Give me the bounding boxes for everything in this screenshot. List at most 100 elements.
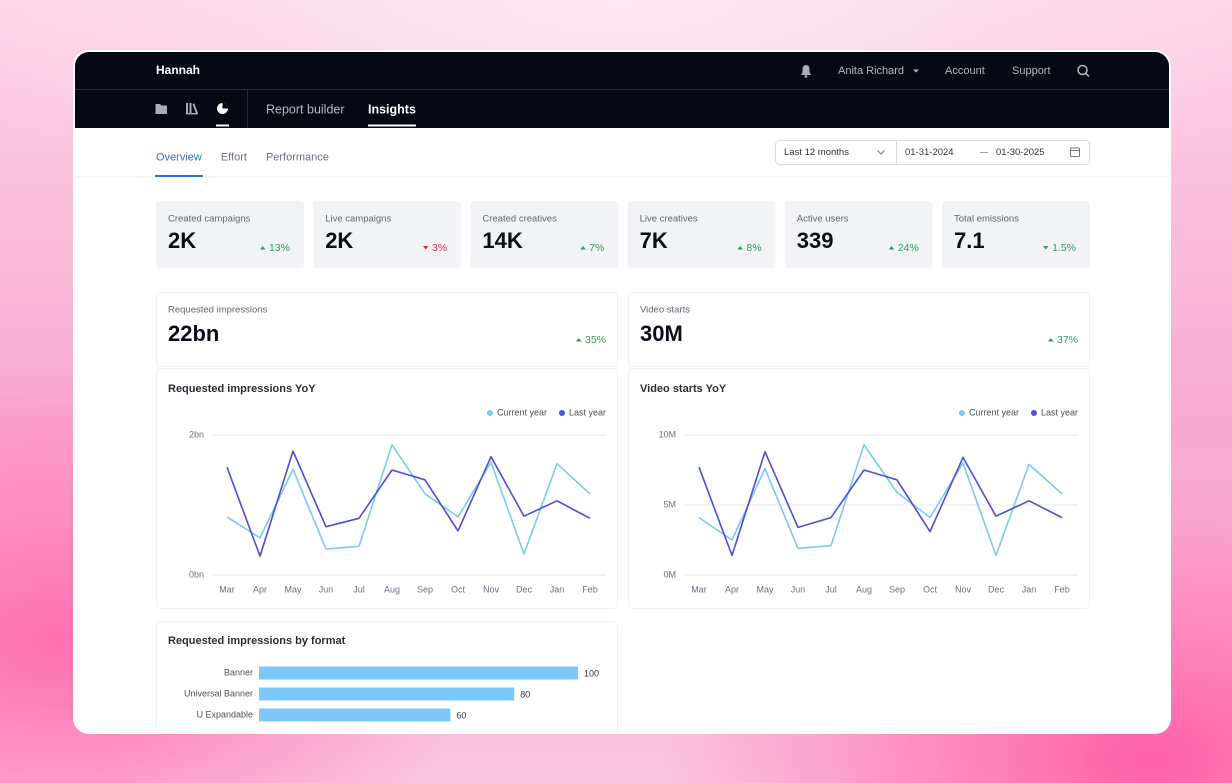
legend-label: Current year — [969, 407, 1019, 417]
change: 37% — [1057, 334, 1078, 346]
search-icon[interactable] — [1077, 64, 1090, 78]
user-caret — [913, 69, 919, 73]
x-tick-label: Aug — [856, 584, 872, 594]
kpi-label: Live creatives — [640, 214, 698, 225]
insights-icon[interactable] — [217, 103, 228, 114]
bar — [259, 708, 451, 722]
x-tick-label: Apr — [725, 584, 739, 594]
kpi-label: Active users — [797, 214, 849, 225]
kpi-card — [942, 201, 1090, 268]
kpi-value: 7K — [640, 228, 668, 253]
change: 13% — [269, 242, 290, 254]
tab[interactable]: Overview — [156, 151, 202, 163]
kpi-label: Created campaigns — [168, 214, 251, 225]
line-series — [698, 444, 1063, 557]
x-tick-label: Sep — [889, 584, 905, 594]
user-menu[interactable]: Anita Richard — [838, 65, 904, 77]
change: 35% — [585, 334, 606, 346]
highlight-value: 30M — [640, 321, 683, 346]
bar-label: Banner — [224, 667, 253, 677]
trend-arrow — [888, 246, 895, 250]
x-tick-label: Apr — [253, 584, 267, 594]
kpi-value: 339 — [797, 228, 834, 253]
end-date[interactable]: 01-30-2025 — [996, 147, 1045, 158]
folder-icon[interactable] — [155, 104, 168, 114]
trend-arrow — [575, 338, 582, 342]
brand[interactable]: Hannah — [156, 63, 200, 77]
y-tick-label: 2bn — [189, 429, 204, 439]
legend-label: Current year — [497, 407, 547, 417]
highlight-label: Video starts — [640, 305, 690, 316]
legend-swatch — [1030, 410, 1037, 416]
x-tick-label: Feb — [582, 584, 598, 594]
subnav-item[interactable]: Insights — [368, 102, 416, 116]
content: Created campaigns 2K 13% Live campaigns 2K 3%… — [156, 201, 1090, 732]
x-tick-label: Jan — [1022, 584, 1037, 594]
bar-label: Universal Banner — [184, 688, 253, 698]
kpi-value: 2K — [325, 228, 353, 253]
x-tick-label: Jan — [550, 584, 565, 594]
kpi-card — [156, 201, 304, 268]
active-indicator — [216, 124, 229, 127]
x-tick-label: Dec — [988, 584, 1005, 594]
x-tick-label: May — [756, 584, 774, 594]
range-chevron — [877, 150, 885, 155]
bar — [259, 666, 578, 680]
trend-arrow — [737, 246, 743, 250]
value-label: 100 — [584, 668, 599, 678]
calendar-icon[interactable] — [1070, 147, 1080, 157]
change: 8% — [746, 242, 761, 254]
legend-swatch — [486, 410, 493, 416]
x-tick-label: May — [284, 584, 302, 594]
start-date[interactable]: 01-31-2024 — [905, 147, 954, 158]
library-icon[interactable] — [186, 103, 198, 115]
tab[interactable]: Performance — [266, 151, 329, 163]
trend-arrow — [423, 246, 429, 250]
legend-label: Last year — [1041, 407, 1078, 417]
value-label: 80 — [520, 689, 530, 699]
change: 3% — [432, 242, 447, 254]
kpi-label: Created creatives — [482, 214, 557, 225]
legend-swatch — [558, 410, 565, 416]
y-tick-label: 10M — [658, 429, 676, 439]
kpi-value: 14K — [482, 228, 522, 253]
line-series — [226, 450, 591, 557]
x-tick-label: Jun — [319, 584, 334, 594]
x-tick-label: Sep — [417, 584, 433, 594]
change: 1.5% — [1052, 242, 1076, 254]
chart-title: Video starts YoY — [640, 383, 727, 395]
tab[interactable]: Effort — [221, 151, 247, 163]
kpi-value: 7.1 — [954, 228, 985, 253]
highlight-card — [628, 292, 1090, 367]
trend-arrow — [259, 246, 266, 250]
x-tick-label: Jul — [825, 584, 837, 594]
bar — [259, 687, 515, 701]
nav-link[interactable]: Support — [1012, 65, 1051, 77]
y-tick-label: 0bn — [189, 569, 204, 579]
legend-label: Last year — [569, 407, 606, 417]
nav-link[interactable]: Account — [945, 65, 985, 77]
change: 24% — [898, 242, 919, 254]
legend-swatch — [958, 410, 965, 416]
x-tick-label: Nov — [955, 584, 972, 594]
subnav-item[interactable]: Report builder — [266, 102, 345, 116]
x-tick-label: Oct — [923, 584, 938, 594]
bell-icon[interactable] — [801, 65, 811, 78]
highlight-value: 22bn — [168, 321, 219, 346]
tab-underline — [155, 175, 203, 177]
x-tick-label: Mar — [691, 584, 707, 594]
trend-arrow — [580, 246, 586, 250]
kpi-card — [784, 201, 933, 268]
chart-card — [156, 368, 618, 609]
bar-label: U Expandable — [196, 709, 253, 719]
x-tick-label: Dec — [516, 584, 533, 594]
app: Hannah Anita Richard Account Support Rep… — [75, 52, 1169, 732]
x-tick-label: Oct — [451, 584, 466, 594]
kpi-value: 2K — [168, 228, 196, 253]
range-select[interactable]: Last 12 months — [784, 147, 849, 158]
date-filter — [775, 140, 1090, 165]
chart-title: Requested impressions YoY — [168, 383, 316, 395]
subnav-underline — [368, 124, 416, 127]
